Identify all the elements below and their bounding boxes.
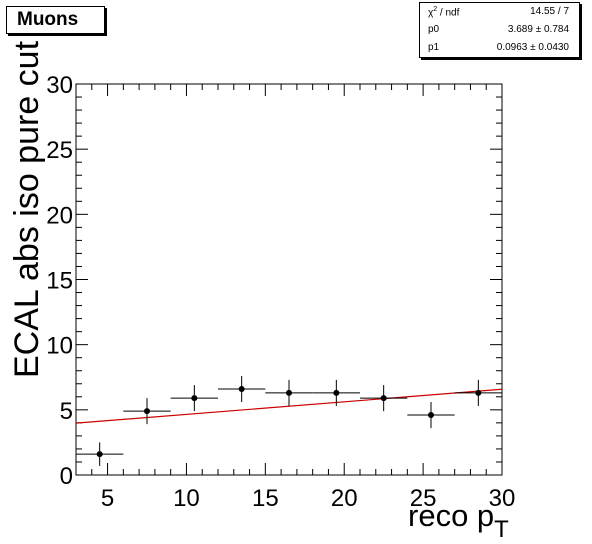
plot-title: Muons — [6, 6, 105, 34]
axis-tick-labels: 5 10 15 20 25 30 0 5 10 15 20 25 30 — [46, 72, 515, 512]
x-axis-label: reco pT — [408, 498, 509, 543]
data-point — [407, 402, 455, 429]
x-axis-label-subscript: T — [494, 516, 509, 543]
data-point — [312, 379, 360, 406]
y-tick-label: 0 — [60, 463, 73, 490]
data-point — [218, 375, 266, 403]
stats-row-chi2: χ2 / ndf 14.55 / 7 — [420, 3, 579, 21]
y-tick-label: 30 — [46, 72, 73, 99]
stats-row-p0: p0 3.689 ± 0.784 — [420, 21, 579, 39]
point-marker — [191, 395, 198, 402]
stats-value-p0: 3.689 ± 0.784 — [507, 24, 569, 35]
y-tick-label: 10 — [46, 333, 73, 360]
y-tick-label: 25 — [46, 137, 73, 164]
x-tick-label: 25 — [410, 485, 437, 512]
point-marker — [380, 395, 387, 402]
point-marker — [238, 385, 245, 392]
fit-stats-box: χ2 / ndf 14.55 / 7 p0 3.689 ± 0.784 p1 0… — [419, 2, 580, 58]
plot-frame — [75, 83, 503, 476]
axis-ticks — [75, 83, 503, 476]
stats-value-chi2: 14.55 / 7 — [530, 6, 569, 17]
data-points — [76, 375, 502, 466]
x-tick-label: 30 — [489, 485, 516, 512]
x-tick-label: 15 — [252, 485, 279, 512]
stats-value-p1: 0.0963 ± 0.0430 — [496, 42, 569, 53]
y-tick-label: 5 — [60, 398, 73, 425]
x-tick-label: 5 — [101, 485, 114, 512]
data-point — [76, 442, 124, 466]
x-tick-label: 20 — [331, 485, 358, 512]
data-point — [454, 379, 502, 406]
point-marker — [144, 408, 150, 415]
data-point — [265, 379, 313, 406]
stats-key-p0: p0 — [428, 24, 440, 35]
plot-title-text: Muons — [17, 9, 79, 30]
point-marker — [428, 412, 434, 419]
stats-key-p1: p1 — [428, 42, 440, 53]
point-marker — [96, 451, 103, 458]
data-point — [170, 385, 218, 412]
x-tick-label: 10 — [173, 485, 200, 512]
y-tick-label: 20 — [46, 202, 73, 229]
point-marker — [286, 389, 292, 396]
stats-row-p1: p1 0.0963 ± 0.0430 — [420, 39, 579, 57]
y-axis-label: ECAL abs iso pure cut — [8, 40, 46, 378]
data-point — [123, 398, 171, 425]
data-point — [360, 385, 408, 412]
point-marker — [475, 389, 482, 396]
point-marker — [333, 389, 340, 396]
stats-key-chi2: χ2 / ndf — [428, 6, 460, 19]
y-tick-label: 15 — [46, 268, 73, 295]
x-axis-label-main: reco p — [408, 498, 494, 533]
